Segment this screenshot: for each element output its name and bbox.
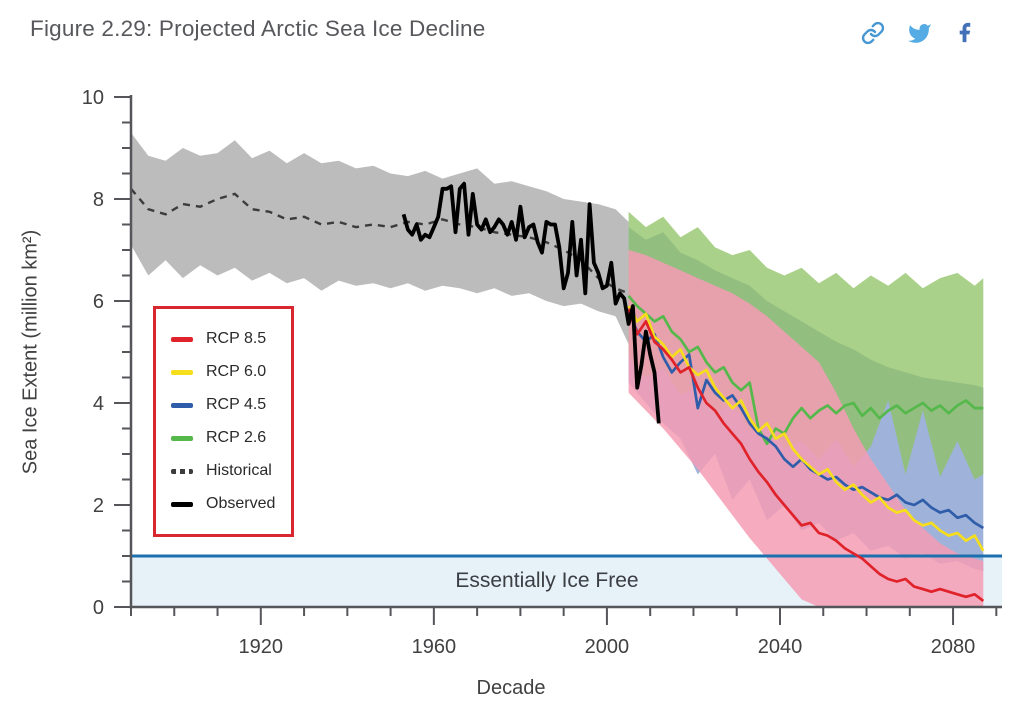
legend-swatch — [171, 501, 193, 507]
twitter-icon[interactable] — [907, 21, 931, 45]
y-tick-label: 10 — [82, 87, 104, 109]
x-tick-label: 2040 — [758, 636, 803, 658]
legend-item-observed: Observed — [171, 495, 291, 513]
legend-label: RCP 4.5 — [206, 396, 267, 413]
y-tick-label: 6 — [93, 291, 104, 313]
rcp26-uncertainty-band — [628, 211, 984, 480]
x-tick-label: 2000 — [585, 636, 630, 658]
ice-free-annotation: Essentially Ice Free — [455, 569, 639, 592]
legend-swatch — [171, 336, 193, 342]
legend-item-rcp-4-5: RCP 4.5 — [171, 396, 291, 414]
legend-swatch — [171, 468, 193, 474]
x-tick-label: 2080 — [931, 636, 976, 658]
rcp60-line — [627, 305, 985, 552]
rcp26-line — [627, 295, 984, 446]
legend-item-rcp-2-6: RCP 2.6 — [171, 429, 291, 447]
page-title: Figure 2.29: Projected Arctic Sea Ice De… — [30, 16, 486, 41]
historical-uncertainty-band — [131, 132, 629, 345]
legend-label: RCP 8.5 — [206, 330, 267, 347]
y-axis-title: Sea Ice Extent (million km²) — [19, 229, 42, 475]
copy-link-icon[interactable] — [861, 21, 885, 45]
legend-label: RCP 2.6 — [206, 429, 267, 446]
axes: 0 2 4 6 8 10 1920 1960 2000 2040 2080 — [82, 87, 1002, 658]
observed-line — [401, 181, 661, 424]
x-tick-label: 1960 — [412, 636, 457, 658]
facebook-icon[interactable] — [953, 21, 977, 45]
legend: RCP 8.5 RCP 6.0 RCP 4.5 RCP 2.6 Historical Ob… — [153, 306, 294, 537]
historical-line — [130, 188, 630, 295]
rcp85-line — [627, 308, 985, 602]
x-axis-title: Decade — [476, 677, 546, 699]
share-icons — [861, 21, 977, 45]
x-tick-label: 1920 — [239, 636, 284, 658]
y-tick-label: 2 — [93, 495, 104, 517]
y-tick-label: 4 — [93, 393, 104, 415]
legend-item-historical: Historical — [171, 462, 291, 480]
legend-item-rcp-6-0: RCP 6.0 — [171, 363, 291, 381]
legend-item-rcp-8-5: RCP 8.5 — [171, 330, 291, 348]
y-tick-label: 0 — [93, 597, 104, 619]
y-tick-label: 8 — [93, 189, 104, 211]
legend-label: RCP 6.0 — [206, 363, 267, 380]
legend-swatch — [171, 435, 193, 441]
legend-swatch — [171, 369, 193, 375]
legend-label: Observed — [206, 495, 276, 512]
rcp85-uncertainty-band — [628, 250, 984, 607]
legend-swatch — [171, 402, 193, 408]
legend-label: Historical — [206, 462, 272, 479]
